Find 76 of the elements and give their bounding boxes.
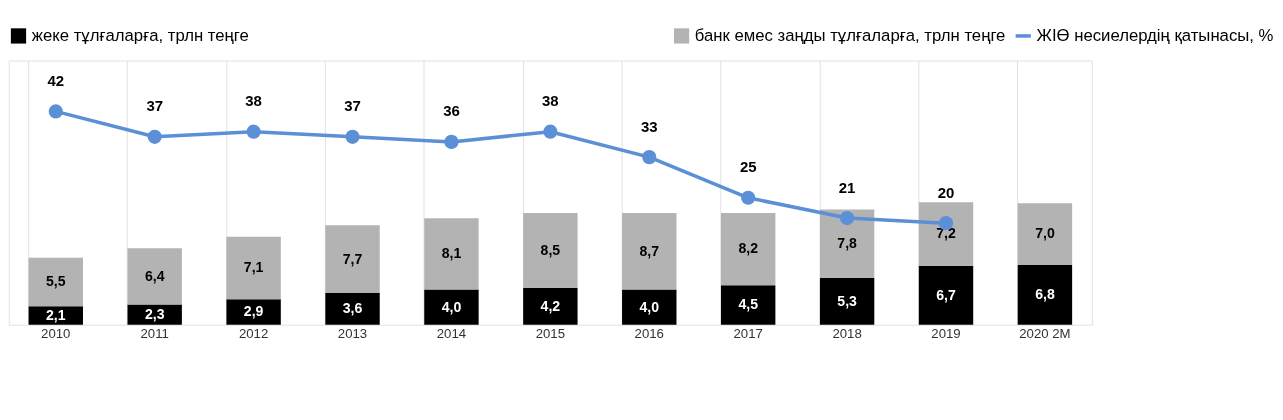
data-label: 7,1 — [243, 259, 264, 276]
point — [147, 129, 162, 144]
x-tick-label: 2020 2M — [1019, 325, 1071, 341]
bar — [424, 289, 479, 325]
data-label: 25 — [739, 158, 757, 176]
x-tick-label: 2014 — [436, 325, 467, 341]
data-label: 4,2 — [540, 297, 561, 314]
bar — [1017, 264, 1073, 325]
bar — [819, 209, 875, 279]
legend-label: жеке тұлғаларға, трлн теңге — [31, 26, 249, 46]
x-tick-label: 2013 — [337, 325, 368, 341]
bar — [325, 293, 380, 325]
data-label: 3,6 — [342, 300, 363, 317]
bar — [819, 278, 875, 325]
data-label: 7,0 — [1035, 225, 1055, 242]
data-label: 7,8 — [837, 235, 858, 252]
x-tick-label: 2016 — [634, 325, 664, 341]
bar — [523, 287, 578, 325]
bar — [720, 285, 776, 325]
data-label: 8,7 — [639, 242, 660, 259]
x-tick-label: 2017 — [733, 325, 763, 341]
point — [444, 134, 459, 149]
bar — [226, 236, 281, 300]
point — [48, 104, 63, 119]
legend-label: ЖІӨ несиелердің қатынасы, % — [1036, 26, 1274, 46]
point — [345, 129, 360, 144]
data-label: 7,2 — [936, 225, 956, 242]
x-tick-label: 2019 — [931, 325, 961, 341]
data-label: 42 — [47, 71, 65, 89]
data-label: 8,2 — [738, 240, 759, 257]
point — [543, 124, 558, 139]
data-label: 38 — [245, 92, 262, 110]
data-label: 2,9 — [243, 303, 264, 320]
bar — [918, 202, 974, 266]
data-label: 6,4 — [144, 267, 165, 284]
bar — [622, 212, 677, 290]
data-label: 20 — [937, 183, 955, 201]
bar — [226, 299, 281, 325]
data-label: 38 — [542, 92, 559, 110]
data-label: 2,1 — [46, 306, 66, 323]
bar — [127, 248, 182, 305]
data-label: 8,5 — [540, 241, 561, 258]
bar — [325, 225, 380, 294]
data-label: 37 — [344, 97, 361, 115]
data-label: 6,7 — [936, 286, 956, 303]
x-tick-label: 2010 — [41, 325, 71, 341]
point — [840, 211, 855, 226]
bar — [622, 289, 677, 325]
bar — [1017, 203, 1073, 265]
x-tick-label: 2015 — [535, 325, 566, 341]
bar — [28, 257, 83, 307]
data-label: 8,1 — [441, 245, 462, 262]
x-tick-label: 2018 — [832, 325, 862, 341]
bar — [523, 212, 578, 288]
data-label: 7,7 — [342, 250, 363, 267]
x-tick-label: 2011 — [140, 325, 169, 341]
point — [642, 150, 657, 165]
data-label: 5,3 — [837, 292, 858, 309]
x-tick-label: 2012 — [238, 325, 269, 341]
data-label: 36 — [443, 102, 460, 120]
bar — [720, 212, 776, 286]
point — [246, 124, 261, 139]
data-label: 2,3 — [144, 306, 165, 323]
data-label: 6,8 — [1035, 286, 1055, 303]
data-label: 4,0 — [639, 298, 660, 315]
data-label: 21 — [838, 178, 856, 196]
data-label: 37 — [146, 97, 164, 115]
point — [741, 190, 756, 205]
bar — [424, 218, 479, 290]
data-label: 5,5 — [46, 273, 66, 290]
data-label: 33 — [640, 117, 658, 135]
data-label: 4,5 — [738, 296, 759, 313]
bar — [28, 306, 83, 325]
legend-label: банк емес заңды тұлғаларға, трлн теңге — [694, 26, 1006, 46]
bar — [918, 265, 974, 325]
data-label: 4,0 — [441, 298, 462, 315]
